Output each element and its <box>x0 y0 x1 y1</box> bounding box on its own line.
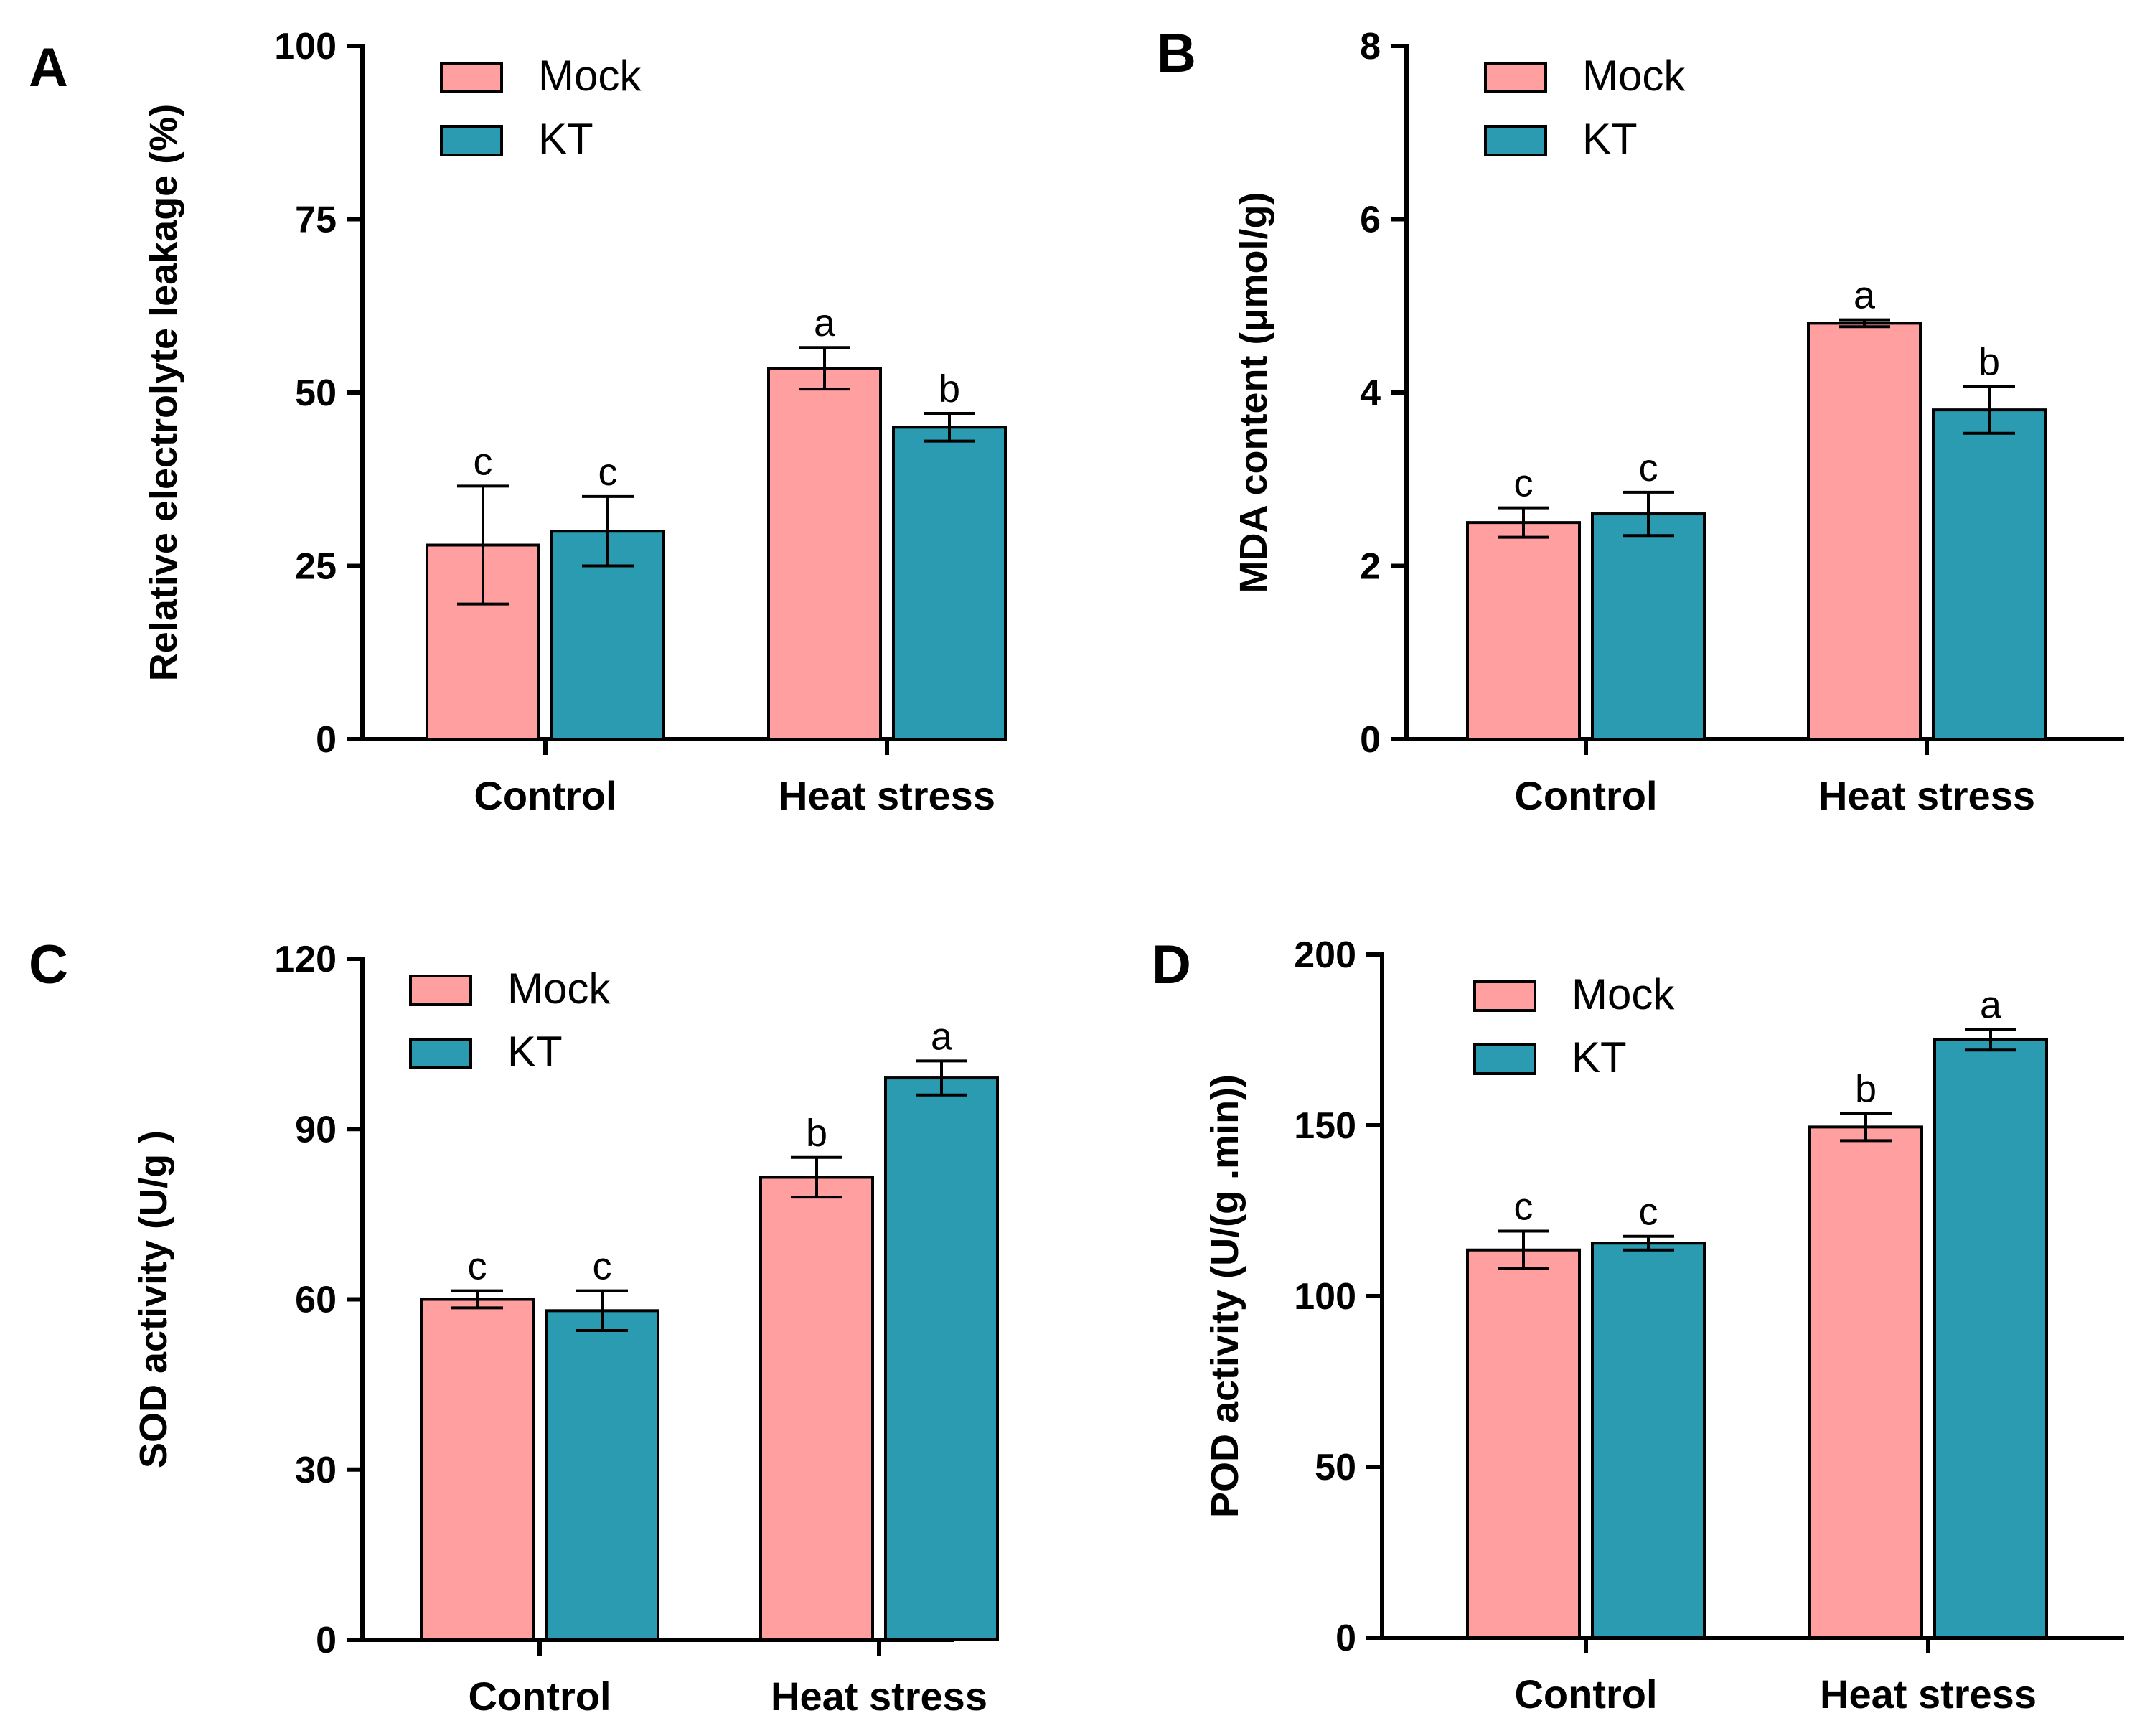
significance-letter: c <box>468 1245 487 1288</box>
significance-letter: c <box>593 1245 612 1288</box>
y-tick-label: 50 <box>1315 1447 1356 1488</box>
panel-letter: A <box>29 37 68 98</box>
legend-swatch-mock <box>440 62 503 93</box>
significance-letter: b <box>806 1112 827 1155</box>
y-tick-label: 4 <box>1360 372 1381 414</box>
significance-letter: b <box>1855 1067 1877 1110</box>
y-tick-label: 30 <box>295 1450 337 1491</box>
y-tick-label: 100 <box>274 26 337 67</box>
legend-swatch-mock <box>1473 980 1536 1012</box>
y-tick-label: 100 <box>1294 1276 1356 1318</box>
legend-label-kt: KT <box>1572 1033 1627 1082</box>
significance-letter: c <box>474 440 493 483</box>
significance-letter: a <box>814 301 836 344</box>
bar-kt-heat-stress <box>892 426 1007 741</box>
x-tick-label: Control <box>474 773 616 818</box>
legend-label-mock: Mock <box>538 52 642 100</box>
y-tick-label: 60 <box>295 1280 337 1321</box>
bar-kt-heat-stress <box>884 1076 999 1641</box>
bar-kt-control <box>545 1309 659 1641</box>
significance-letter: c <box>1514 1186 1534 1229</box>
bar-mock-heat-stress <box>767 367 882 741</box>
bar-mock-heat-stress <box>1807 322 1922 741</box>
x-tick-label: Heat stress <box>1820 1671 2037 1717</box>
bar-mock-control <box>1466 521 1581 741</box>
bar-kt-heat-stress <box>1932 408 2047 741</box>
legend-label-mock: Mock <box>507 965 611 1013</box>
significance-letter: a <box>1854 274 1876 317</box>
y-tick-label: 25 <box>295 546 337 588</box>
legend-swatch-kt <box>440 125 503 156</box>
x-tick-label: Heat stress <box>771 1674 987 1719</box>
legend-label-kt: KT <box>507 1028 563 1076</box>
legend-label-mock: Mock <box>1572 970 1675 1018</box>
bar-mock-heat-stress <box>1808 1125 1923 1639</box>
y-tick-label: 50 <box>295 372 337 414</box>
y-tick-label: 75 <box>295 200 337 241</box>
x-tick-label: Control <box>468 1674 611 1719</box>
y-tick-label: 90 <box>295 1109 337 1150</box>
panel-letter: C <box>29 934 68 995</box>
legend-swatch-mock <box>1484 62 1547 93</box>
y-tick-label: 6 <box>1360 200 1381 241</box>
y-tick-label: 0 <box>316 1620 337 1661</box>
bar-kt-heat-stress <box>1933 1038 2048 1639</box>
panel-a: A 0 25 50 75 100 Relative electrolyte leakage … <box>29 26 1007 818</box>
panel-b: B 0 2 4 6 8 MDA content (μmol/g) Control c c Heat … <box>1157 23 2124 818</box>
significance-letter: b <box>939 367 960 410</box>
significance-letter: c <box>1514 462 1534 505</box>
legend-swatch-kt <box>409 1038 472 1069</box>
y-axis-title: Relative electrolyte leakage (%) <box>142 104 185 681</box>
significance-letter: c <box>1639 1191 1658 1234</box>
y-tick-label: 0 <box>316 719 337 761</box>
bar-mock-control <box>420 1298 535 1641</box>
y-tick-label: 2 <box>1360 546 1381 588</box>
bar-kt-control <box>1591 1242 1706 1639</box>
bar-mock-control <box>1466 1248 1581 1639</box>
legend-label-mock: Mock <box>1582 52 1686 100</box>
legend-swatch-kt <box>1484 125 1547 156</box>
y-tick-label: 150 <box>1294 1105 1356 1147</box>
significance-letter: c <box>1639 446 1658 489</box>
y-axis-title: MDA content (μmol/g) <box>1232 192 1275 593</box>
panel-letter: D <box>1152 934 1191 995</box>
significance-letter: a <box>1980 984 2002 1027</box>
x-tick-label: Heat stress <box>779 773 995 818</box>
significance-letter: a <box>931 1015 953 1058</box>
y-tick-label: 120 <box>274 939 337 980</box>
legend-label-kt: KT <box>1582 115 1638 163</box>
y-axis-title: SOD activity (U/g ) <box>132 1130 175 1468</box>
x-tick-label: Control <box>1514 773 1657 818</box>
panel-d: D 0 50 100 150 200 POD activity (U/(g .min)) Co… <box>1152 934 2124 1717</box>
x-tick-label: Heat stress <box>1818 773 2035 818</box>
y-tick-label: 200 <box>1294 934 1356 976</box>
bar-kt-control <box>1591 512 1706 741</box>
bar-mock-heat-stress <box>759 1176 874 1641</box>
panel-c: C 0 30 60 90 120 SOD activity (U/g ) Control c c H… <box>29 934 999 1719</box>
y-tick-label: 0 <box>1335 1618 1356 1659</box>
significance-letter: c <box>598 451 618 494</box>
y-tick-label: 8 <box>1360 26 1381 67</box>
y-tick-label: 0 <box>1360 719 1381 761</box>
legend-label-kt: KT <box>538 115 593 163</box>
panel-letter: B <box>1157 23 1196 84</box>
legend-swatch-mock <box>409 975 472 1006</box>
legend-swatch-kt <box>1473 1043 1536 1075</box>
x-tick-label: Control <box>1514 1671 1657 1717</box>
y-axis-title: POD activity (U/(g .min)) <box>1203 1074 1246 1518</box>
significance-letter: b <box>1978 341 2000 384</box>
